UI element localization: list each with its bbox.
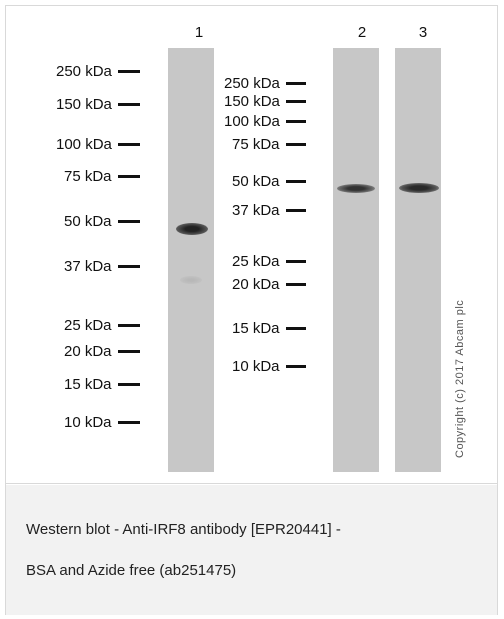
lane-2-band xyxy=(337,184,375,193)
marker-right-37: 37 kDa xyxy=(232,202,306,219)
lane-1 xyxy=(168,48,214,472)
lane-3-band xyxy=(399,183,439,193)
marker-left-100: 100 kDa xyxy=(56,136,140,153)
lane-2 xyxy=(333,48,379,472)
lane-3 xyxy=(395,48,441,472)
marker-left-25: 25 kDa xyxy=(64,317,140,334)
figure-caption: Western blot - Anti-IRF8 antibody [EPR20… xyxy=(6,485,497,615)
marker-right-20: 20 kDa xyxy=(232,276,306,293)
marker-right-10: 10 kDa xyxy=(232,358,306,375)
marker-left-75: 75 kDa xyxy=(64,168,140,185)
marker-left-150: 150 kDa xyxy=(56,96,140,113)
lane-1-band xyxy=(176,223,208,235)
blot-image: 1 2 3 250 kDa 150 kDa 100 kDa 75 kDa 50 … xyxy=(36,16,488,478)
marker-right-250: 250 kDa xyxy=(224,75,306,92)
marker-right-100: 100 kDa xyxy=(224,113,306,130)
western-blot-figure: 1 2 3 250 kDa 150 kDa 100 kDa 75 kDa 50 … xyxy=(6,6,497,484)
lane-3-number: 3 xyxy=(418,24,428,41)
marker-left-10: 10 kDa xyxy=(64,414,140,431)
marker-left-20: 20 kDa xyxy=(64,343,140,360)
marker-left-15: 15 kDa xyxy=(64,376,140,393)
lane-1-faint-band xyxy=(180,276,202,284)
marker-right-15: 15 kDa xyxy=(232,320,306,337)
caption-line-2: BSA and Azide free (ab251475) xyxy=(26,562,237,579)
marker-left-250: 250 kDa xyxy=(56,63,140,80)
caption-line-1: Western blot - Anti-IRF8 antibody [EPR20… xyxy=(26,521,341,538)
lane-1-number: 1 xyxy=(194,24,204,41)
marker-right-50: 50 kDa xyxy=(232,173,306,190)
marker-right-150: 150 kDa xyxy=(224,93,306,110)
lane-2-number: 2 xyxy=(357,24,367,41)
marker-right-25: 25 kDa xyxy=(232,253,306,270)
copyright-text: Copyright (c) 2017 Abcam plc xyxy=(454,299,466,458)
figure-card: 1 2 3 250 kDa 150 kDa 100 kDa 75 kDa 50 … xyxy=(5,5,498,615)
marker-left-37: 37 kDa xyxy=(64,258,140,275)
marker-right-75: 75 kDa xyxy=(232,136,306,153)
marker-left-50: 50 kDa xyxy=(64,213,140,230)
